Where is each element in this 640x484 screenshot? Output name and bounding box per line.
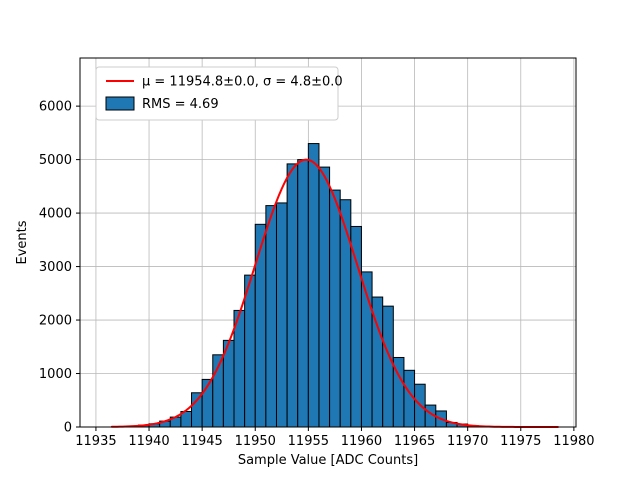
histogram-bars <box>127 143 490 428</box>
x-tick-label: 11975 <box>500 434 541 449</box>
x-axis-label: Sample Value [ADC Counts] <box>238 453 418 468</box>
histogram-bar <box>297 159 309 428</box>
x-tick-label: 11950 <box>235 434 276 449</box>
histogram-bar <box>254 223 267 428</box>
histogram-bar <box>382 305 394 428</box>
x-axis-ticks: 11935 11940 11945 11950 11955 11960 11965 11970… <box>75 427 595 449</box>
y-tick-label: 2000 <box>39 314 72 329</box>
y-tick-label: 5000 <box>39 153 72 168</box>
histogram-bar <box>339 199 352 428</box>
histogram-bar <box>329 189 341 428</box>
histogram-bar <box>244 274 256 428</box>
x-tick-label: 11980 <box>553 434 594 449</box>
histogram-bar <box>265 205 277 428</box>
x-tick-label: 11970 <box>447 434 488 449</box>
y-tick-label: 6000 <box>39 100 72 115</box>
histogram-bar <box>307 143 320 428</box>
gaussian-fit-line <box>110 158 559 428</box>
legend-patch-swatch <box>105 96 135 111</box>
x-tick-label: 11965 <box>394 434 435 449</box>
y-axis-ticks: 0 1000 2000 3000 4000 5000 6000 <box>39 100 80 436</box>
x-tick-label: 11940 <box>128 434 169 449</box>
x-tick-label: 11945 <box>181 434 222 449</box>
legend: μ = 11954.8±0.0, σ = 4.8±0.0 RMS = 4.69 <box>95 66 343 121</box>
histogram-bar <box>350 225 362 428</box>
histogram-bar <box>191 392 203 428</box>
histogram-bar <box>233 309 246 428</box>
histogram-bar <box>318 166 331 428</box>
legend-fit-label: μ = 11954.8±0.0, σ = 4.8±0.0 <box>142 75 343 90</box>
histogram-bar <box>275 202 288 428</box>
x-tick-label: 11955 <box>288 434 329 449</box>
y-tick-label: 0 <box>64 421 72 436</box>
x-tick-label: 11960 <box>341 434 382 449</box>
histogram-bar <box>286 163 299 428</box>
y-tick-label: 1000 <box>39 367 72 382</box>
y-tick-label: 3000 <box>39 260 72 275</box>
legend-box <box>95 66 339 121</box>
y-tick-label: 4000 <box>39 207 72 222</box>
legend-rms-label: RMS = 4.69 <box>142 97 219 112</box>
axes-frame <box>79 57 577 428</box>
x-tick-label: 11935 <box>75 434 116 449</box>
y-axis-label: Events <box>15 220 30 264</box>
